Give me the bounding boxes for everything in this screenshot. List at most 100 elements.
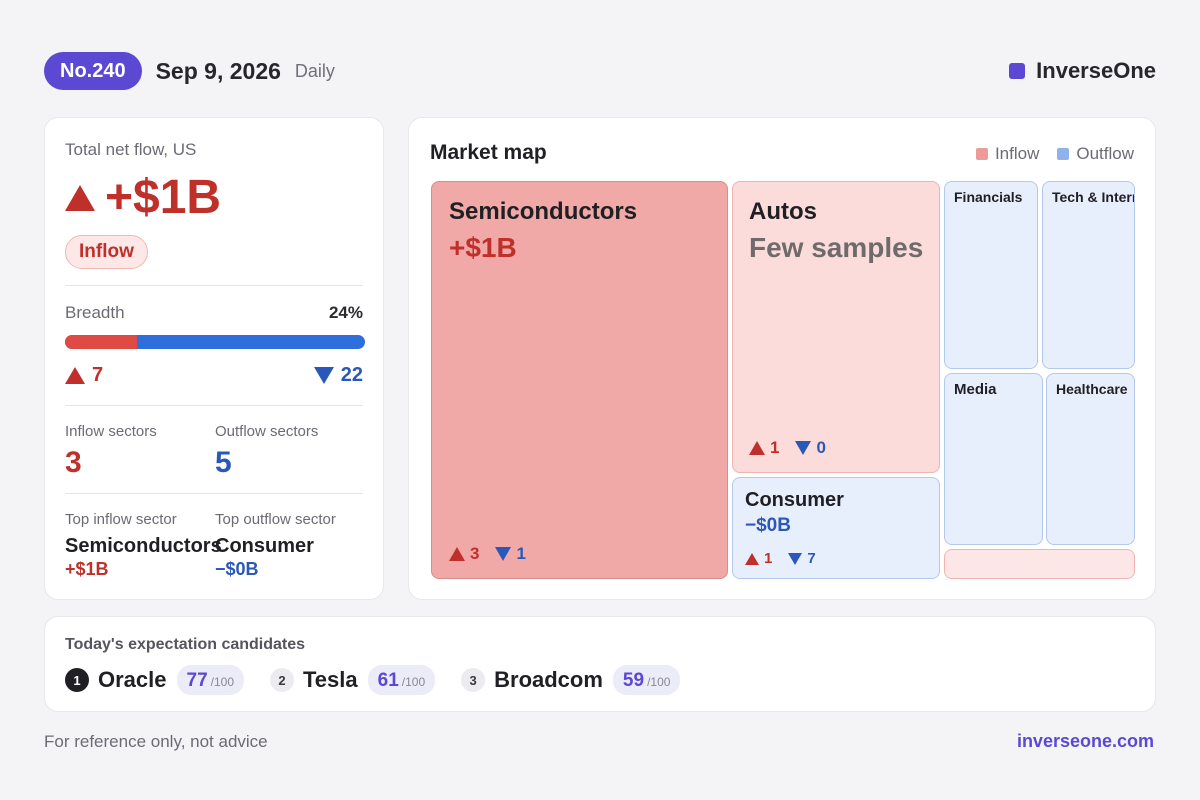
- outflow-sectors-value: 5: [215, 446, 232, 479]
- top-outflow-label: Top outflow sector: [215, 511, 336, 528]
- tile-counts: 1 0: [749, 438, 826, 458]
- down-count-value: 22: [340, 364, 363, 386]
- total-flow-value: +$1B: [65, 170, 221, 225]
- candidate-item[interactable]: 3 Broadcom 59 /100: [461, 665, 681, 695]
- candidates-title: Today's expectation candidates: [65, 636, 306, 653]
- candidate-name: Tesla: [303, 667, 358, 692]
- inflow-swatch-icon: [975, 148, 988, 160]
- candidate-score: 77 /100: [176, 665, 244, 695]
- legend-inflow-label: Inflow: [994, 144, 1040, 163]
- candidate-rank: 1: [65, 668, 89, 692]
- up-triangle-icon: [749, 441, 765, 455]
- tile-up-count: 1: [749, 438, 779, 458]
- up-triangle-icon: [745, 552, 759, 565]
- breadth-percent: 24%: [328, 303, 363, 322]
- up-triangle-icon: [65, 184, 95, 211]
- candidate-item[interactable]: 1 Oracle 77 /100: [65, 665, 244, 695]
- down-triangle-icon: [495, 547, 512, 561]
- header: No.240 Sep 9, 2026 Daily InverseOne: [44, 51, 1156, 91]
- tile-down-count: 7: [788, 550, 816, 567]
- score-max: /100: [647, 675, 671, 689]
- tile-down-count: 0: [795, 438, 826, 458]
- tile-down-value: 0: [816, 438, 826, 457]
- tile-name: Media: [954, 381, 997, 398]
- tile-autos[interactable]: Autos Few samples 1 0: [732, 181, 940, 473]
- legend-outflow: Outflow: [1057, 144, 1134, 164]
- disclaimer: For reference only, not advice: [44, 732, 268, 751]
- candidate-rank: 2: [270, 668, 294, 692]
- down-triangle-icon: [313, 367, 334, 384]
- candidate-item[interactable]: 2 Tesla 61 /100: [270, 665, 436, 695]
- breadth-label: Breadth: [65, 303, 125, 322]
- tile-up-value: 1: [764, 550, 773, 567]
- outflow-sectors-label: Outflow sectors: [215, 423, 319, 440]
- score-value: 77: [186, 670, 208, 691]
- tile-media[interactable]: Media: [944, 373, 1043, 545]
- score-value: 61: [377, 670, 399, 691]
- candidate-score: 61 /100: [367, 665, 436, 695]
- candidates-list: 1 Oracle 77 /100 2 Tesla 61 /100 3 Broad…: [65, 664, 706, 696]
- divider: [65, 405, 363, 406]
- market-map-title: Market map: [430, 141, 547, 164]
- top-inflow-value: +$1B: [65, 559, 109, 579]
- tile-name: Tech & Internet: [1052, 189, 1134, 205]
- candidate-rank: 3: [461, 668, 486, 692]
- divider: [65, 285, 363, 286]
- outflow-swatch-icon: [1057, 148, 1070, 160]
- tile-name: Semiconductors: [449, 198, 638, 225]
- tile-value: +$1B: [449, 232, 517, 263]
- tile-up-value: 1: [770, 438, 780, 457]
- tile-counts: 3 1: [449, 544, 526, 564]
- up-count: 7: [65, 364, 103, 387]
- up-triangle-icon: [449, 547, 465, 561]
- legend-outflow-label: Outflow: [1076, 144, 1134, 163]
- summary-card: [44, 117, 384, 600]
- top-outflow-value: −$0B: [215, 559, 259, 579]
- tile-up-count: 1: [745, 550, 772, 567]
- up-count-value: 7: [92, 364, 104, 386]
- tile-healthcare[interactable]: Healthcare: [1046, 373, 1135, 545]
- tile-financials[interactable]: Financials: [944, 181, 1038, 369]
- tile-unlabeled[interactable]: [944, 549, 1135, 579]
- tile-semiconductors[interactable]: Semiconductors +$1B 3 1: [431, 181, 728, 579]
- legend-inflow: Inflow: [975, 144, 1040, 164]
- total-flow-amount: +$1B: [105, 171, 222, 224]
- tile-down-value: 1: [516, 544, 526, 563]
- breadth-bar-fill: [65, 335, 137, 349]
- tile-down-count: 1: [495, 544, 526, 564]
- tile-tech-internet[interactable]: Tech & Internet: [1042, 181, 1135, 369]
- tile-value: −$0B: [745, 515, 791, 536]
- brand-logo-icon: [1009, 63, 1026, 79]
- total-flow-label: Total net flow, US: [65, 140, 197, 159]
- top-inflow-label: Top inflow sector: [65, 511, 177, 528]
- breadth-bar: [65, 335, 365, 349]
- tile-down-value: 7: [807, 550, 816, 567]
- direction-badge: Inflow: [65, 235, 148, 269]
- top-inflow-name: Semiconductors: [65, 535, 222, 557]
- candidate-name: Broadcom: [494, 667, 603, 692]
- candidates-card: [44, 616, 1156, 712]
- down-triangle-icon: [788, 552, 803, 565]
- candidate-name: Oracle: [98, 667, 167, 692]
- tile-name: Financials: [954, 189, 1023, 205]
- divider: [65, 493, 363, 494]
- report-date: Sep 9, 2026: [155, 57, 281, 84]
- tile-name: Consumer: [745, 489, 844, 511]
- candidate-score: 59 /100: [612, 665, 681, 695]
- tile-value: Few samples: [749, 232, 924, 263]
- inflow-sectors-label: Inflow sectors: [65, 423, 157, 440]
- site-link[interactable]: inverseone.com: [1016, 731, 1154, 751]
- tile-up-count: 3: [449, 544, 479, 564]
- tile-counts: 1 7: [745, 550, 816, 567]
- report-frequency: Daily: [294, 60, 335, 81]
- score-max: /100: [210, 675, 234, 689]
- down-triangle-icon: [795, 441, 812, 455]
- tile-up-value: 3: [470, 544, 480, 563]
- issue-badge: No.240: [44, 52, 142, 90]
- tile-name: Healthcare: [1056, 381, 1128, 397]
- legend: Inflow Outflow: [958, 144, 1134, 164]
- top-outflow-name: Consumer: [215, 535, 314, 557]
- score-value: 59: [622, 670, 645, 691]
- inflow-sectors-value: 3: [65, 446, 82, 479]
- tile-consumer[interactable]: Consumer −$0B 1 7: [732, 477, 940, 579]
